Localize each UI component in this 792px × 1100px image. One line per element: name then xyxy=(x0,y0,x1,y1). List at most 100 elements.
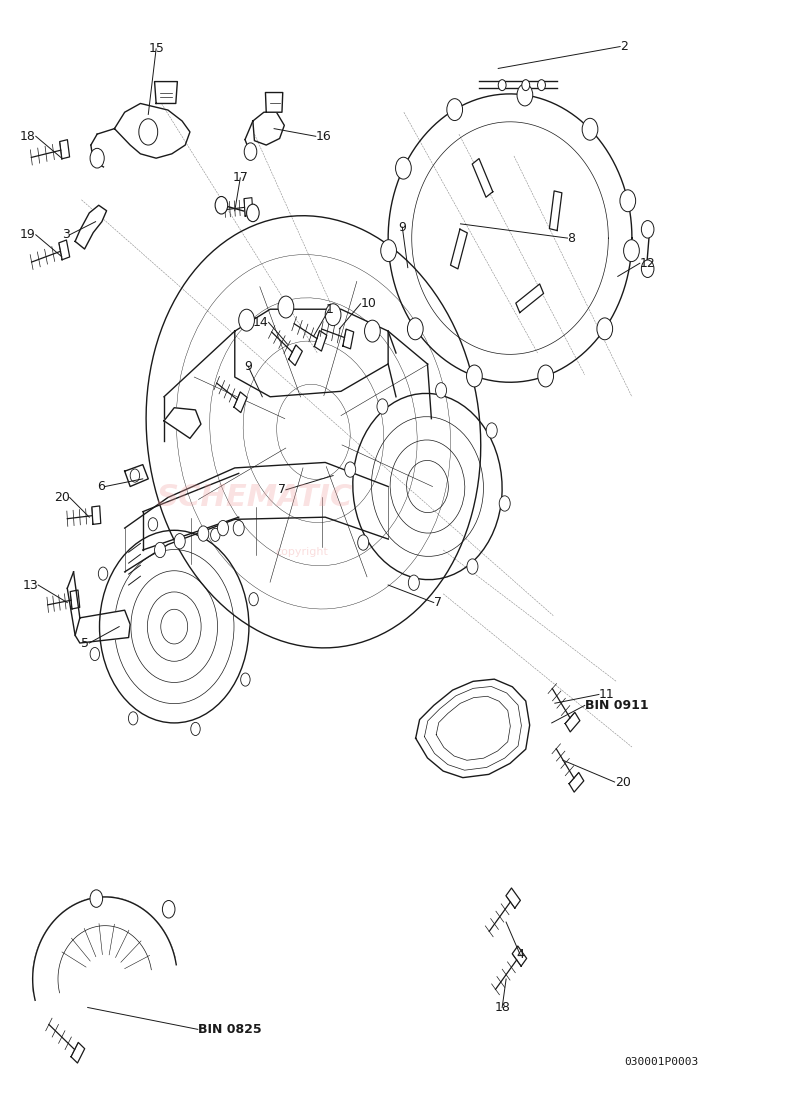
Circle shape xyxy=(211,528,220,541)
Text: 11: 11 xyxy=(599,688,615,701)
Circle shape xyxy=(90,648,100,661)
Circle shape xyxy=(130,469,139,482)
Text: 18: 18 xyxy=(494,1001,510,1014)
Polygon shape xyxy=(124,464,148,486)
Text: 13: 13 xyxy=(22,579,38,592)
Polygon shape xyxy=(59,140,70,158)
Polygon shape xyxy=(512,946,527,966)
Circle shape xyxy=(623,240,639,262)
Circle shape xyxy=(377,399,388,415)
Polygon shape xyxy=(75,206,107,249)
Circle shape xyxy=(191,723,200,736)
Polygon shape xyxy=(569,772,584,792)
Polygon shape xyxy=(164,408,201,439)
Text: 9: 9 xyxy=(398,221,406,233)
Circle shape xyxy=(499,496,510,512)
Circle shape xyxy=(278,296,294,318)
Text: 3: 3 xyxy=(62,229,70,241)
Polygon shape xyxy=(234,392,247,412)
Text: SCHEMATIC: SCHEMATIC xyxy=(156,483,352,512)
Circle shape xyxy=(174,534,185,549)
Polygon shape xyxy=(244,198,253,216)
Circle shape xyxy=(249,593,258,606)
Circle shape xyxy=(198,526,209,541)
Text: 15: 15 xyxy=(148,42,164,55)
Polygon shape xyxy=(472,158,493,197)
Polygon shape xyxy=(59,240,70,260)
Circle shape xyxy=(238,309,254,331)
Circle shape xyxy=(486,422,497,438)
Polygon shape xyxy=(288,345,303,365)
Circle shape xyxy=(381,240,397,262)
Circle shape xyxy=(154,542,166,558)
Circle shape xyxy=(358,535,369,550)
Polygon shape xyxy=(92,506,101,525)
Circle shape xyxy=(162,901,175,918)
Circle shape xyxy=(498,79,506,90)
Text: 14: 14 xyxy=(253,316,268,329)
Polygon shape xyxy=(451,229,467,268)
Text: BIN 0825: BIN 0825 xyxy=(198,1023,261,1036)
Text: 7: 7 xyxy=(434,596,442,609)
Circle shape xyxy=(642,260,654,277)
Circle shape xyxy=(345,462,356,477)
Text: 5: 5 xyxy=(82,637,89,649)
Polygon shape xyxy=(343,329,354,349)
Circle shape xyxy=(538,365,554,387)
Text: 12: 12 xyxy=(640,256,656,270)
Text: 030001P0003: 030001P0003 xyxy=(625,1057,699,1067)
Text: 18: 18 xyxy=(20,130,36,143)
Circle shape xyxy=(139,119,158,145)
Polygon shape xyxy=(154,81,177,103)
Polygon shape xyxy=(416,679,530,778)
Circle shape xyxy=(407,318,423,340)
Circle shape xyxy=(233,520,244,536)
Circle shape xyxy=(98,568,108,580)
Polygon shape xyxy=(70,590,80,609)
Circle shape xyxy=(395,157,411,179)
Circle shape xyxy=(409,575,419,591)
Text: 19: 19 xyxy=(20,229,36,241)
Circle shape xyxy=(241,673,250,686)
Circle shape xyxy=(582,119,598,140)
Polygon shape xyxy=(314,331,327,351)
Text: 6: 6 xyxy=(97,480,105,493)
Circle shape xyxy=(538,79,546,90)
Circle shape xyxy=(467,559,478,574)
Circle shape xyxy=(517,84,533,106)
Circle shape xyxy=(620,190,636,211)
Circle shape xyxy=(128,712,138,725)
Polygon shape xyxy=(265,92,283,112)
Text: 7: 7 xyxy=(278,483,286,496)
Polygon shape xyxy=(32,896,177,1000)
Polygon shape xyxy=(550,191,562,231)
Circle shape xyxy=(642,221,654,238)
Circle shape xyxy=(90,148,105,168)
Circle shape xyxy=(246,205,259,222)
Circle shape xyxy=(597,318,613,340)
Polygon shape xyxy=(71,1043,85,1063)
Polygon shape xyxy=(506,888,520,909)
Circle shape xyxy=(215,197,228,215)
Circle shape xyxy=(364,320,380,342)
Text: BIN 0911: BIN 0911 xyxy=(584,698,649,712)
Circle shape xyxy=(244,143,257,161)
Circle shape xyxy=(326,304,341,326)
Text: 20: 20 xyxy=(54,491,70,504)
Circle shape xyxy=(148,518,158,531)
Text: 17: 17 xyxy=(232,172,248,185)
Circle shape xyxy=(436,383,447,398)
Text: 10: 10 xyxy=(360,297,376,310)
Polygon shape xyxy=(516,284,543,312)
Polygon shape xyxy=(565,713,580,732)
Text: copyright: copyright xyxy=(275,547,328,558)
Circle shape xyxy=(447,99,463,121)
Text: 9: 9 xyxy=(244,360,252,373)
Text: 2: 2 xyxy=(620,40,628,53)
Text: 4: 4 xyxy=(516,948,524,961)
Text: 1: 1 xyxy=(326,302,333,316)
Circle shape xyxy=(218,520,228,536)
Circle shape xyxy=(90,890,103,908)
Text: 16: 16 xyxy=(316,130,332,143)
Circle shape xyxy=(466,365,482,387)
